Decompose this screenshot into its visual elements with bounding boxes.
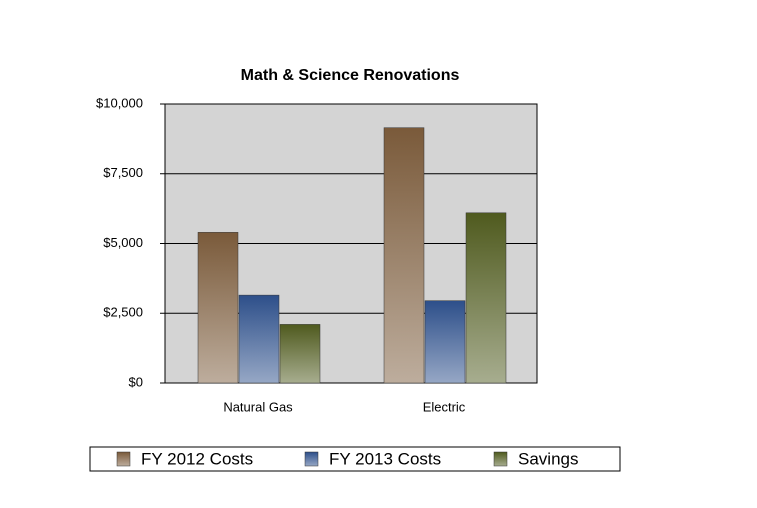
bar <box>465 212 507 384</box>
legend-label: FY 2013 Costs <box>329 449 441 468</box>
y-tick-label: $5,000 <box>103 235 143 250</box>
y-tick-label: $0 <box>129 374 143 389</box>
bar <box>424 300 466 384</box>
legend-swatch <box>304 451 319 467</box>
legend-label: FY 2012 Costs <box>141 449 253 468</box>
y-tick-label: $7,500 <box>103 165 143 180</box>
bar <box>279 324 321 384</box>
y-tick-label: $10,000 <box>96 95 143 110</box>
bar <box>238 294 280 384</box>
x-tick-label: Electric <box>423 399 466 414</box>
chart-title: Math & Science Renovations <box>241 67 460 84</box>
legend-label: Savings <box>518 449 578 468</box>
legend-swatch <box>493 451 508 467</box>
legend-swatch <box>116 451 131 467</box>
bar <box>197 232 239 384</box>
bar <box>383 127 425 384</box>
legend <box>89 446 621 472</box>
y-tick-label: $2,500 <box>103 305 143 320</box>
x-tick-label: Natural Gas <box>223 399 293 414</box>
